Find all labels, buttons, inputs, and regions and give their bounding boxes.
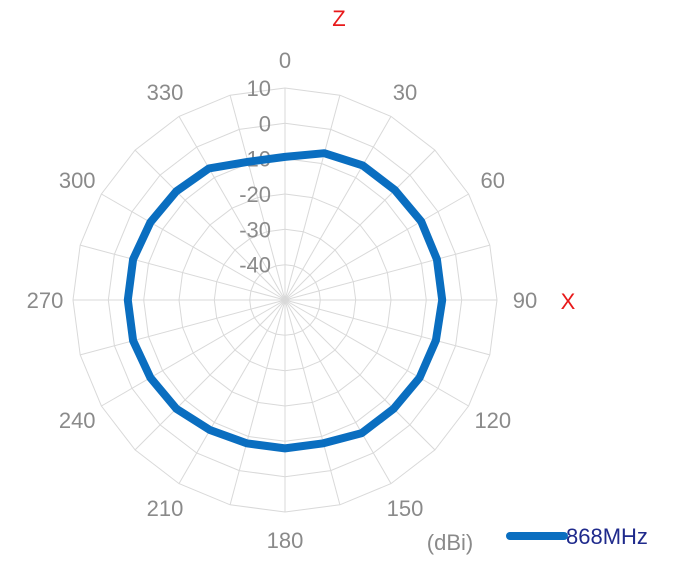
grid-spoke — [178, 299, 286, 484]
grid-spoke — [284, 95, 341, 301]
angle-tick-label: 120 — [474, 408, 511, 433]
legend-label: 868MHz — [566, 524, 648, 549]
angle-tick-label: 240 — [59, 408, 96, 433]
x-axis-label: X — [561, 289, 576, 314]
grid-spoke — [284, 116, 392, 301]
grid-spoke — [101, 193, 286, 301]
z-axis-label: Z — [332, 6, 345, 31]
grid-spoke — [284, 299, 341, 505]
radial-tick-label: -20 — [239, 182, 271, 207]
angle-tick-label: 90 — [513, 288, 537, 313]
grid-spoke — [134, 149, 286, 301]
grid-spoke — [229, 299, 286, 505]
radial-tick-label: 10 — [247, 76, 271, 101]
radial-tick-label: 0 — [259, 111, 271, 136]
grid-spoke — [284, 299, 436, 451]
series-layer — [123, 149, 447, 453]
angle-tick-label: 150 — [387, 496, 424, 521]
angular-spokes — [73, 88, 497, 512]
angle-tick-label: 210 — [147, 496, 184, 521]
series-line-868mhz — [123, 149, 447, 453]
radial-tick-label: -30 — [239, 217, 271, 242]
grid-spoke — [134, 299, 286, 451]
angle-tick-label: 180 — [267, 528, 304, 553]
grid-spoke — [284, 193, 469, 301]
grid-spoke — [229, 95, 286, 301]
angle-tick-label: 60 — [481, 168, 505, 193]
grid-spoke — [178, 116, 286, 301]
grid-spoke — [284, 299, 469, 407]
grid-spoke — [101, 299, 286, 407]
unit-label: (dBi) — [427, 530, 473, 555]
angle-tick-label: 270 — [27, 288, 64, 313]
angle-tick-label: 30 — [393, 80, 417, 105]
grid-spoke — [284, 299, 392, 484]
angle-tick-label: 330 — [147, 80, 184, 105]
angle-tick-label: 0 — [279, 48, 291, 73]
grid-spoke — [80, 299, 286, 356]
radial-tick-labels: 100-10-20-30-40 — [239, 76, 271, 278]
angle-tick-labels: 0 30 60 90 120 150 180 210 240 270 300 330 — [27, 48, 538, 553]
grid-spoke — [80, 244, 286, 301]
angle-tick-label: 300 — [59, 168, 96, 193]
legend: 868MHz — [506, 524, 648, 549]
grid-spoke — [284, 149, 436, 301]
grid-spoke — [284, 299, 490, 356]
radial-tick-label: -40 — [239, 253, 271, 278]
grid-spoke — [284, 244, 490, 301]
